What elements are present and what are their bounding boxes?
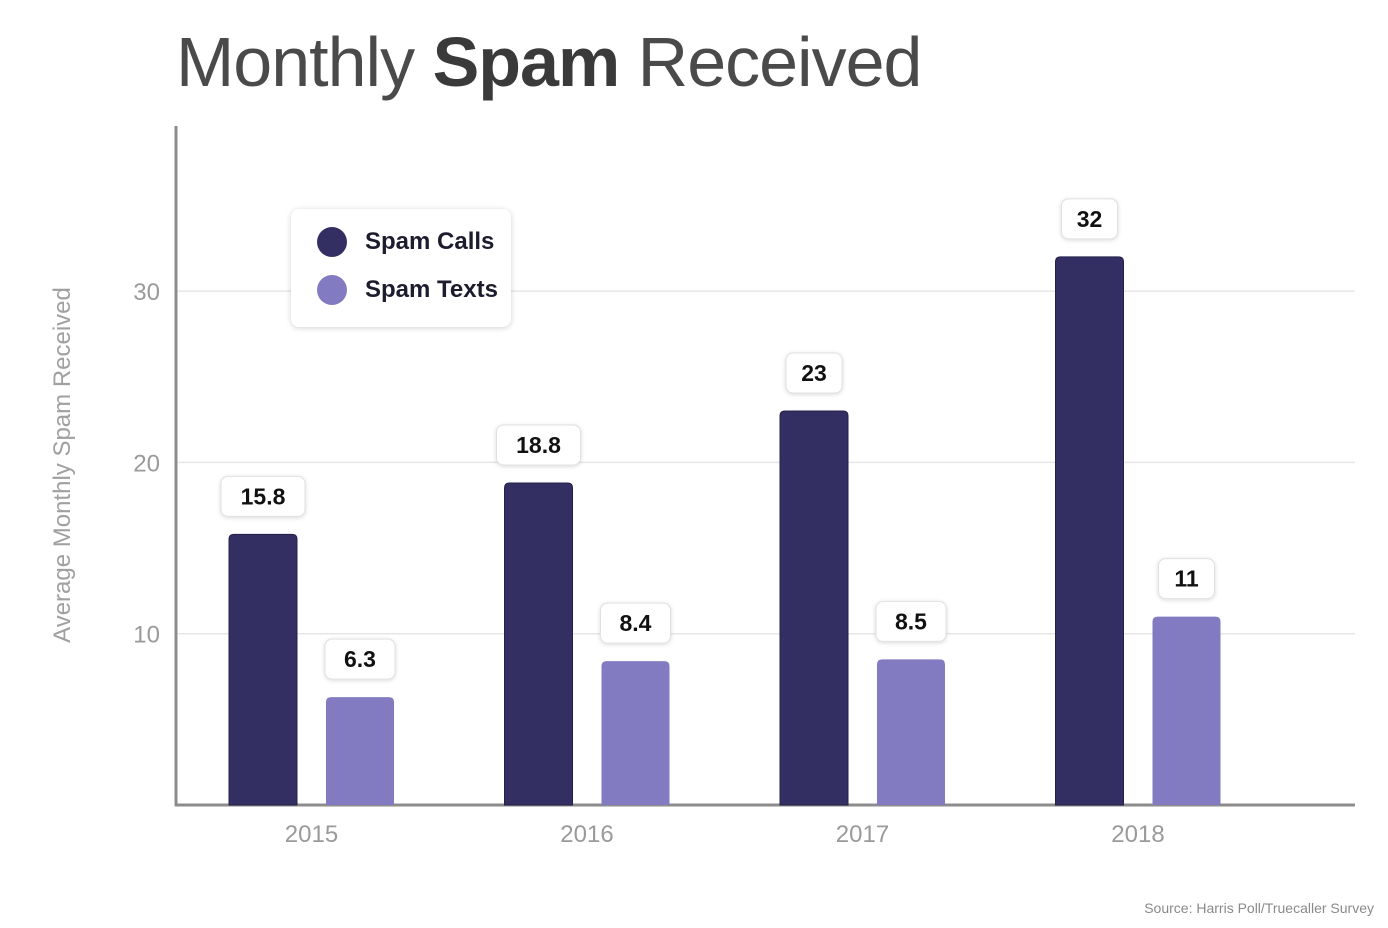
data-label-box — [1158, 558, 1215, 600]
data-label-box — [785, 352, 843, 394]
y-tick-label: 10 — [133, 622, 160, 649]
x-tick-label: 2015 — [285, 821, 338, 848]
legend-label-texts: Spam Texts — [365, 276, 498, 303]
legend-label-calls: Spam Calls — [365, 228, 495, 255]
bar-texts-2017 — [877, 659, 945, 805]
x-tick-label: 2016 — [560, 821, 613, 848]
y-tick-label: 20 — [133, 450, 160, 477]
y-axis-label: Average Monthly Spam Received — [49, 287, 76, 643]
x-tick-label: 2017 — [836, 821, 889, 848]
bar-texts-2018 — [1152, 616, 1221, 805]
title-part-3: Received — [619, 23, 923, 101]
bar-calls-2018 — [1055, 256, 1124, 806]
data-label: 15.8 — [241, 483, 286, 509]
legend-item-texts: Spam Texts — [317, 275, 498, 305]
data-label: 8.5 — [895, 608, 927, 634]
legend-swatch-calls — [317, 227, 347, 257]
data-label-box — [875, 600, 947, 642]
title-part-1: Monthly — [176, 23, 433, 101]
chart-title: Monthly Spam Received — [176, 22, 923, 102]
legend-swatch-texts — [317, 275, 347, 305]
data-label-box — [1061, 198, 1118, 240]
chart-legend: Spam Calls Spam Texts — [291, 209, 511, 327]
data-label-box — [600, 602, 671, 644]
data-label: 8.4 — [620, 610, 652, 636]
data-label-box — [220, 475, 306, 517]
data-label-box — [496, 424, 581, 466]
data-label: 23 — [801, 360, 827, 386]
bar-calls-2015 — [228, 533, 298, 806]
legend-item-calls: Spam Calls — [317, 227, 494, 257]
data-label: 11 — [1174, 566, 1199, 592]
bar-calls-2017 — [779, 410, 849, 806]
bar-texts-2015 — [326, 697, 394, 805]
data-label-box — [324, 638, 396, 680]
data-label: 6.3 — [344, 646, 376, 672]
title-part-2: Spam — [432, 23, 621, 101]
x-tick-label: 2018 — [1111, 821, 1164, 848]
source-note: Source: Harris Poll/Truecaller Survey — [1144, 900, 1374, 916]
y-tick-label: 30 — [133, 279, 160, 306]
data-label: 18.8 — [516, 432, 561, 458]
data-label: 32 — [1077, 206, 1103, 232]
bar-calls-2016 — [504, 482, 573, 806]
bar-texts-2016 — [601, 661, 670, 805]
